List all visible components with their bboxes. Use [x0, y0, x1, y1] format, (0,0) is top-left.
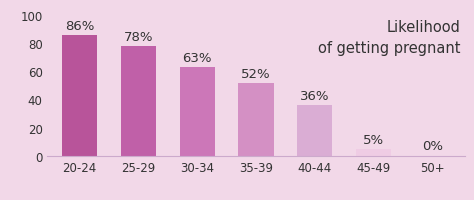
Text: 5%: 5%: [363, 133, 384, 146]
Bar: [297, 106, 332, 156]
Bar: [238, 83, 273, 156]
Text: 78%: 78%: [124, 31, 153, 44]
Text: 0%: 0%: [422, 140, 443, 152]
Bar: [356, 149, 391, 156]
Text: 86%: 86%: [65, 20, 94, 33]
Text: Likelihood
of getting pregnant: Likelihood of getting pregnant: [318, 20, 460, 56]
Bar: [180, 68, 215, 156]
Bar: [121, 47, 156, 156]
Text: 52%: 52%: [241, 67, 271, 80]
Text: 63%: 63%: [182, 52, 212, 65]
Text: 36%: 36%: [300, 90, 329, 103]
Bar: [62, 36, 97, 156]
